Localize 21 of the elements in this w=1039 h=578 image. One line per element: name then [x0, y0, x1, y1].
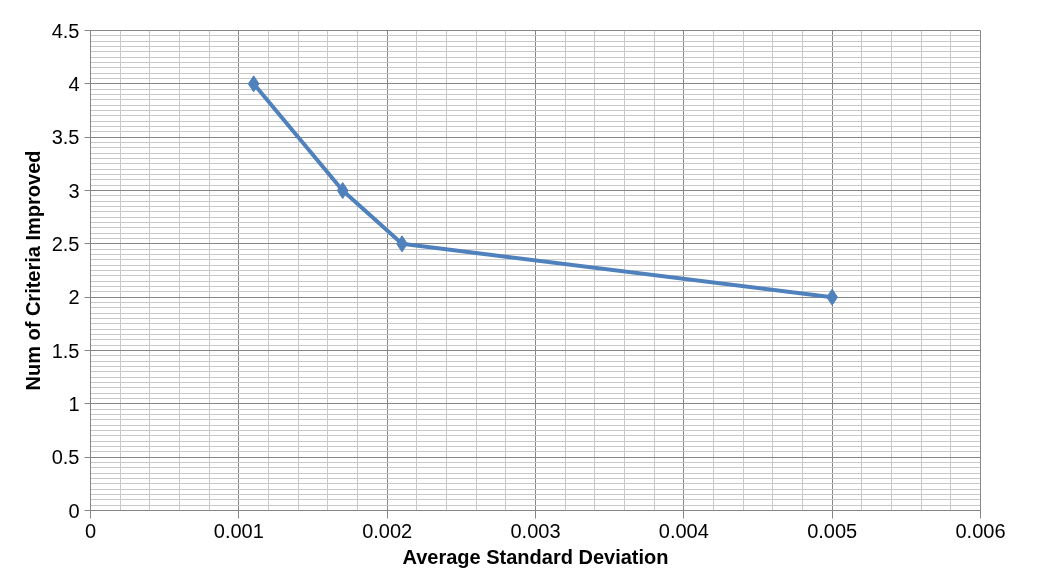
y-tick-label: 2.5 — [51, 232, 80, 255]
x-tick-label: 0.005 — [807, 519, 858, 542]
y-tick-label: 4 — [68, 72, 80, 95]
y-tick-label: 1 — [68, 392, 80, 415]
y-tick-label: 3.5 — [51, 126, 80, 149]
y-tick-label: 0 — [68, 499, 80, 522]
y-axis-title: Num of Criteria Improved — [21, 150, 44, 391]
y-tick-label: 4.5 — [51, 19, 80, 42]
point — [336, 182, 349, 199]
x-tick-label: 0.002 — [362, 519, 413, 542]
y-tick-label: 0.5 — [51, 446, 80, 469]
point — [247, 75, 260, 93]
y-tick-label: 1.5 — [51, 339, 80, 362]
x-tick-label: 0.004 — [658, 519, 709, 542]
x-tick-label: 0.003 — [510, 519, 561, 542]
x-tick-label: 0.001 — [213, 519, 264, 542]
x-axis-title: Average Standard Deviation — [402, 545, 669, 568]
y-tick-label: 3 — [68, 179, 80, 202]
x-tick-label: 0 — [84, 519, 97, 542]
x-tick-label: 0.006 — [955, 519, 1006, 542]
y-tick-label: 2 — [68, 286, 80, 309]
